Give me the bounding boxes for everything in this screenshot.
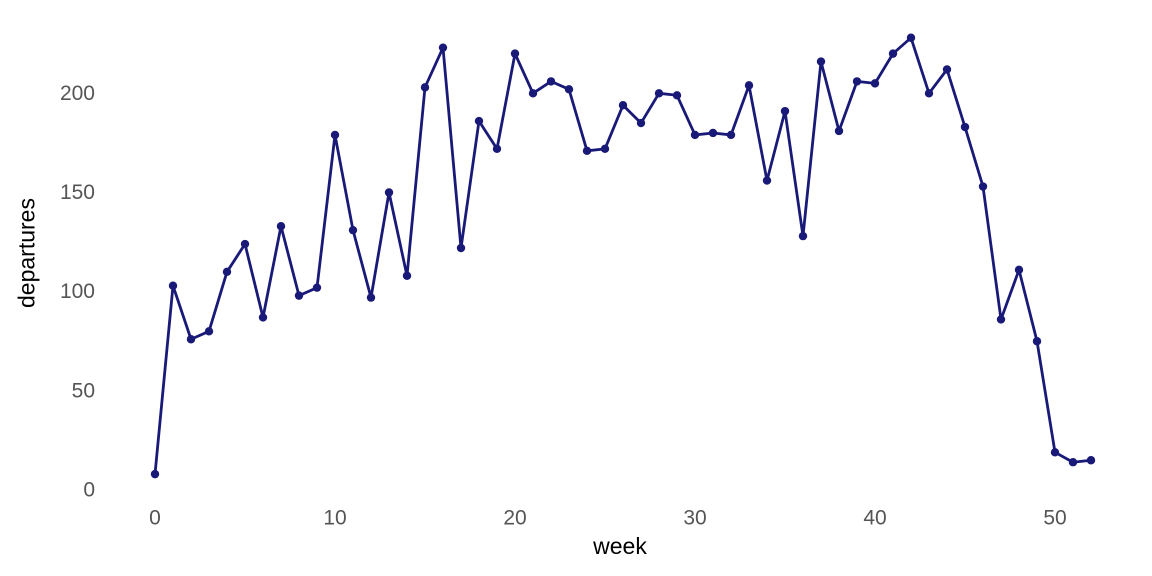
data-point xyxy=(528,89,538,98)
data-point xyxy=(186,335,196,344)
data-point xyxy=(672,91,682,100)
data-point xyxy=(960,122,970,132)
data-point xyxy=(978,182,988,191)
y-tick-label: 0 xyxy=(83,479,95,502)
data-point xyxy=(762,176,772,185)
data-point xyxy=(294,291,304,300)
x-tick-label: 30 xyxy=(683,507,706,530)
data-point xyxy=(348,225,358,235)
data-point xyxy=(168,281,178,290)
data-point xyxy=(564,85,574,94)
data-point xyxy=(798,231,808,241)
data-point xyxy=(654,89,664,98)
y-tick-label: 50 xyxy=(72,379,95,402)
data-point xyxy=(924,89,934,98)
data-point xyxy=(816,57,826,66)
x-tick-label: 0 xyxy=(149,507,161,530)
data-point xyxy=(546,77,556,86)
data-point xyxy=(852,77,862,86)
y-tick-label: 150 xyxy=(60,181,95,204)
data-point xyxy=(906,33,916,42)
data-point xyxy=(258,313,268,322)
y-tick-label: 100 xyxy=(60,280,95,303)
data-point xyxy=(492,144,502,154)
data-point xyxy=(726,130,736,140)
x-axis-title: week xyxy=(0,533,1152,560)
data-point xyxy=(222,267,232,277)
data-point xyxy=(834,126,844,136)
data-point xyxy=(438,43,448,52)
data-point xyxy=(150,469,160,479)
data-point xyxy=(708,128,718,138)
data-point xyxy=(582,146,592,156)
data-point xyxy=(870,79,880,88)
data-point xyxy=(1068,458,1078,467)
data-point xyxy=(456,243,466,253)
x-tick-label: 20 xyxy=(503,507,526,530)
data-point xyxy=(240,239,250,249)
data-point xyxy=(474,116,484,126)
data-point xyxy=(510,49,520,58)
data-point xyxy=(780,106,790,116)
data-point xyxy=(330,130,340,140)
y-tick-label: 200 xyxy=(60,82,95,105)
data-point xyxy=(996,315,1006,324)
x-tick-label: 50 xyxy=(1043,507,1066,530)
data-point xyxy=(312,283,322,292)
data-point xyxy=(1014,265,1024,275)
data-point xyxy=(600,144,610,154)
data-point xyxy=(420,83,430,92)
data-point xyxy=(942,65,952,74)
data-point xyxy=(888,49,898,58)
data-point xyxy=(1050,448,1060,457)
data-point xyxy=(366,293,376,302)
y-axis-title-text: departures xyxy=(13,198,40,308)
data-point xyxy=(636,118,646,128)
data-point xyxy=(1032,337,1042,346)
data-point xyxy=(1086,456,1096,465)
data-point xyxy=(204,327,214,336)
data-point xyxy=(402,271,412,280)
x-axis-title-text: week xyxy=(593,533,647,559)
data-point xyxy=(690,130,700,140)
data-point xyxy=(276,221,286,231)
x-tick-label: 10 xyxy=(323,507,346,530)
x-tick-label: 40 xyxy=(863,507,886,530)
data-point xyxy=(618,101,628,110)
data-point xyxy=(744,81,754,90)
data-point xyxy=(384,188,394,197)
